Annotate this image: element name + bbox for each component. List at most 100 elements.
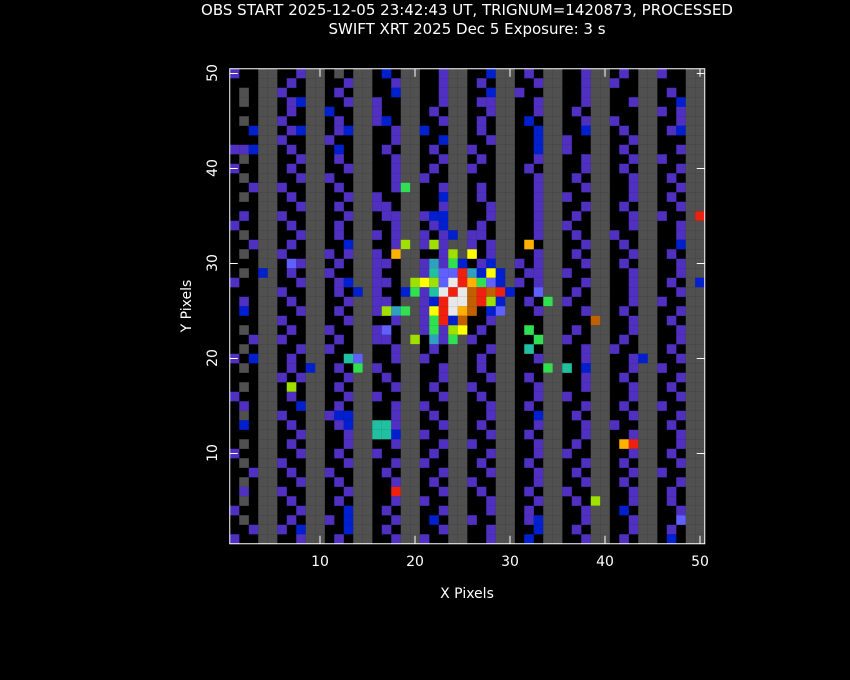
heatmap-cell <box>552 429 563 440</box>
heatmap-cell <box>296 97 306 107</box>
heatmap-cell <box>495 439 506 449</box>
heatmap-cell <box>486 524 496 535</box>
heatmap-cell <box>353 268 363 278</box>
heatmap-cell <box>438 325 449 335</box>
heatmap-cell <box>315 268 325 278</box>
heatmap-cell <box>419 315 430 326</box>
heatmap-cell <box>315 524 325 535</box>
heatmap-cell <box>277 372 287 383</box>
heatmap-cell <box>305 182 316 193</box>
heatmap-cell <box>590 106 601 117</box>
heatmap-cell <box>543 515 553 525</box>
heatmap-cell <box>457 249 468 259</box>
heatmap-cell <box>666 249 677 259</box>
heatmap-cell <box>600 211 610 221</box>
heatmap-cell <box>400 78 411 88</box>
heatmap-cell <box>362 268 373 278</box>
heatmap-cell <box>362 258 373 269</box>
heatmap-cell <box>581 277 591 288</box>
heatmap-cell <box>362 277 373 288</box>
y-tick-label: 10 <box>205 444 221 462</box>
heatmap-cell <box>457 125 468 136</box>
heatmap-cell <box>400 325 411 335</box>
heatmap-cell <box>438 391 449 402</box>
heatmap-cell <box>676 325 686 335</box>
heatmap-cell <box>505 515 515 525</box>
heatmap-cell <box>239 515 249 525</box>
heatmap-cell <box>505 220 515 231</box>
heatmap-cell <box>353 287 363 297</box>
heatmap-cell <box>267 410 278 421</box>
heatmap-cell <box>353 182 363 193</box>
heatmap-cell <box>438 306 449 316</box>
heatmap-cell <box>239 268 249 278</box>
heatmap-cell <box>647 277 658 288</box>
heatmap-cell <box>410 87 420 98</box>
heatmap-cell <box>362 78 373 88</box>
heatmap-cell <box>590 78 601 88</box>
heatmap-cell <box>695 334 705 345</box>
heatmap-cell <box>533 268 544 278</box>
heatmap-cell <box>457 230 468 240</box>
heatmap-cell <box>267 220 278 231</box>
heatmap-cell <box>590 505 601 516</box>
heatmap-cell <box>353 306 363 316</box>
heatmap-cell <box>590 496 601 506</box>
heatmap-cell <box>305 87 316 98</box>
heatmap-cell <box>353 334 363 345</box>
heatmap-cell <box>400 182 411 193</box>
heatmap-cell <box>552 334 563 345</box>
heatmap-cell <box>590 534 601 544</box>
heatmap-cell <box>552 515 563 525</box>
heatmap-cell <box>334 382 344 392</box>
heatmap-cell <box>400 515 411 525</box>
heatmap-cell <box>619 334 629 345</box>
heatmap-cell <box>296 372 306 383</box>
heatmap-cell <box>410 467 420 478</box>
heatmap-cell <box>391 173 401 183</box>
heatmap-cell <box>400 258 411 269</box>
heatmap-cell <box>552 401 563 411</box>
heatmap-cell <box>666 448 677 459</box>
heatmap-cell <box>505 239 515 250</box>
heatmap-cell <box>533 144 544 155</box>
heatmap-cell <box>543 372 553 383</box>
heatmap-cell <box>590 401 601 411</box>
heatmap-cell <box>505 163 515 174</box>
heatmap-cell <box>372 325 382 335</box>
heatmap-cell <box>657 106 667 117</box>
heatmap-cell <box>581 154 591 164</box>
heatmap-cell <box>438 154 449 164</box>
heatmap-cell <box>277 410 287 421</box>
heatmap-cell <box>305 287 316 297</box>
heatmap-cell <box>267 344 278 354</box>
heatmap-cell <box>410 505 420 516</box>
heatmap-cell <box>353 382 363 392</box>
heatmap-cell <box>267 192 278 202</box>
heatmap-cell <box>590 410 601 421</box>
heatmap-cell <box>695 467 705 478</box>
heatmap-cell <box>258 135 268 145</box>
heatmap-cell <box>600 125 610 136</box>
heatmap-cell <box>590 135 601 145</box>
heatmap-cell <box>372 334 382 345</box>
heatmap-cell <box>305 382 316 392</box>
heatmap-cell <box>647 163 658 174</box>
heatmap-cell <box>410 353 420 364</box>
heatmap-cell <box>419 496 430 506</box>
heatmap-cell <box>505 97 515 107</box>
heatmap-cell <box>362 334 373 345</box>
heatmap-cell <box>647 125 658 136</box>
heatmap-cell <box>258 173 268 183</box>
heatmap-cell <box>391 410 401 421</box>
heatmap-cell <box>343 239 354 250</box>
heatmap-cell <box>590 486 601 497</box>
heatmap-cell <box>400 439 411 449</box>
heatmap-cell <box>552 448 563 459</box>
heatmap-cell <box>543 401 553 411</box>
heatmap-cell <box>448 135 458 145</box>
heatmap-cell <box>495 325 506 335</box>
heatmap-cell <box>448 458 458 468</box>
heatmap-cell <box>495 182 506 193</box>
heatmap-cell <box>543 420 553 430</box>
